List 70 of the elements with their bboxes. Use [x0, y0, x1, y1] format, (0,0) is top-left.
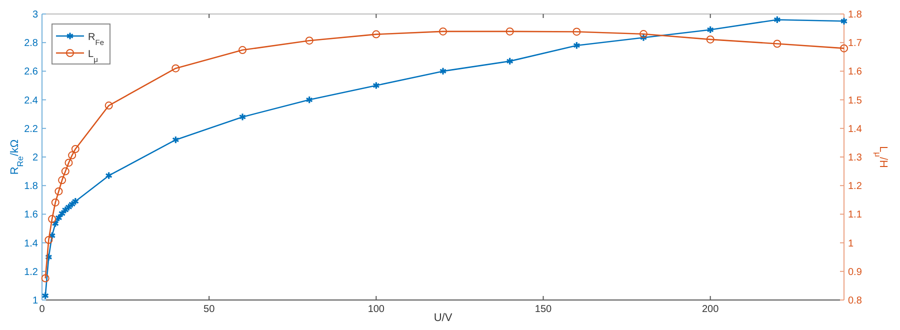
- point: [172, 136, 180, 144]
- y-tick-label: 1.2: [24, 266, 38, 278]
- point: [372, 81, 380, 90]
- y2-tick-label: 1: [848, 238, 854, 250]
- legend-label: L$_{μ}$: [88, 49, 98, 64]
- point: [68, 200, 76, 208]
- point: [72, 197, 80, 206]
- point: [104, 102, 113, 110]
- point: [105, 171, 112, 180]
- point: [41, 274, 50, 282]
- point: [238, 112, 246, 122]
- y-tick-label: 1.8: [24, 181, 38, 192]
- y-tick-label: 3: [32, 10, 38, 20]
- y2-tick-label: 1.7: [848, 38, 862, 50]
- y2-tick-label: 1.1: [848, 210, 862, 221]
- y-tick-label: 1.4: [24, 238, 38, 250]
- y-tick-label: 2.4: [24, 95, 38, 106]
- point: [572, 28, 581, 36]
- x-tick-label: 200: [702, 304, 720, 315]
- y2-tick-label: 0.9: [848, 266, 862, 278]
- legend-label: R$_{Fe}$: [88, 32, 104, 46]
- point: [506, 57, 514, 66]
- y-tick-label: 2.6: [24, 66, 38, 78]
- y-tick-label: 2: [32, 152, 38, 164]
- point: [45, 253, 52, 262]
- point: [48, 215, 56, 224]
- x-tick-label: 0: [39, 304, 46, 315]
- point: [44, 236, 53, 244]
- y2-tick-label: 1.2: [848, 181, 862, 192]
- point: [706, 35, 714, 44]
- y2-tick-label: 1.8: [848, 10, 862, 20]
- point: [238, 46, 246, 54]
- point: [58, 176, 66, 184]
- point: [58, 209, 66, 218]
- point: [706, 26, 714, 34]
- point: [773, 40, 782, 48]
- point: [51, 198, 60, 206]
- point: [506, 27, 514, 36]
- x-tick-label: 50: [204, 304, 216, 315]
- point: [68, 151, 76, 160]
- x-tick-label: 150: [534, 304, 552, 315]
- point: [62, 206, 70, 214]
- point: [65, 202, 72, 212]
- x-axis-title: U/V: [434, 312, 453, 324]
- point: [439, 27, 447, 36]
- y2-tick-label: 1.6: [848, 66, 862, 78]
- point: [54, 187, 63, 196]
- y-tick-label: 2.8: [24, 38, 38, 50]
- point: [439, 67, 447, 76]
- y-tick-label: 1: [32, 296, 38, 306]
- y2-tick-label: 1.4: [848, 124, 862, 135]
- point: [172, 64, 180, 72]
- point: [573, 41, 580, 50]
- y2-tick-label: 0.8: [848, 296, 862, 306]
- point: [372, 30, 380, 38]
- y-tick-label: 1.6: [24, 210, 38, 221]
- y-tick-label: 2.2: [24, 124, 38, 135]
- point: [305, 36, 314, 45]
- point: [840, 44, 848, 52]
- x-tick-label: 100: [368, 304, 385, 315]
- y2-tick-label: 1.5: [848, 95, 862, 106]
- point: [48, 232, 56, 240]
- y2-tick-label: 1.3: [848, 152, 862, 164]
- point: [306, 96, 313, 104]
- point: [640, 34, 648, 42]
- point: [774, 16, 781, 24]
- point: [640, 30, 648, 38]
- point: [64, 158, 73, 167]
- point: [71, 144, 80, 153]
- point: [61, 167, 70, 176]
